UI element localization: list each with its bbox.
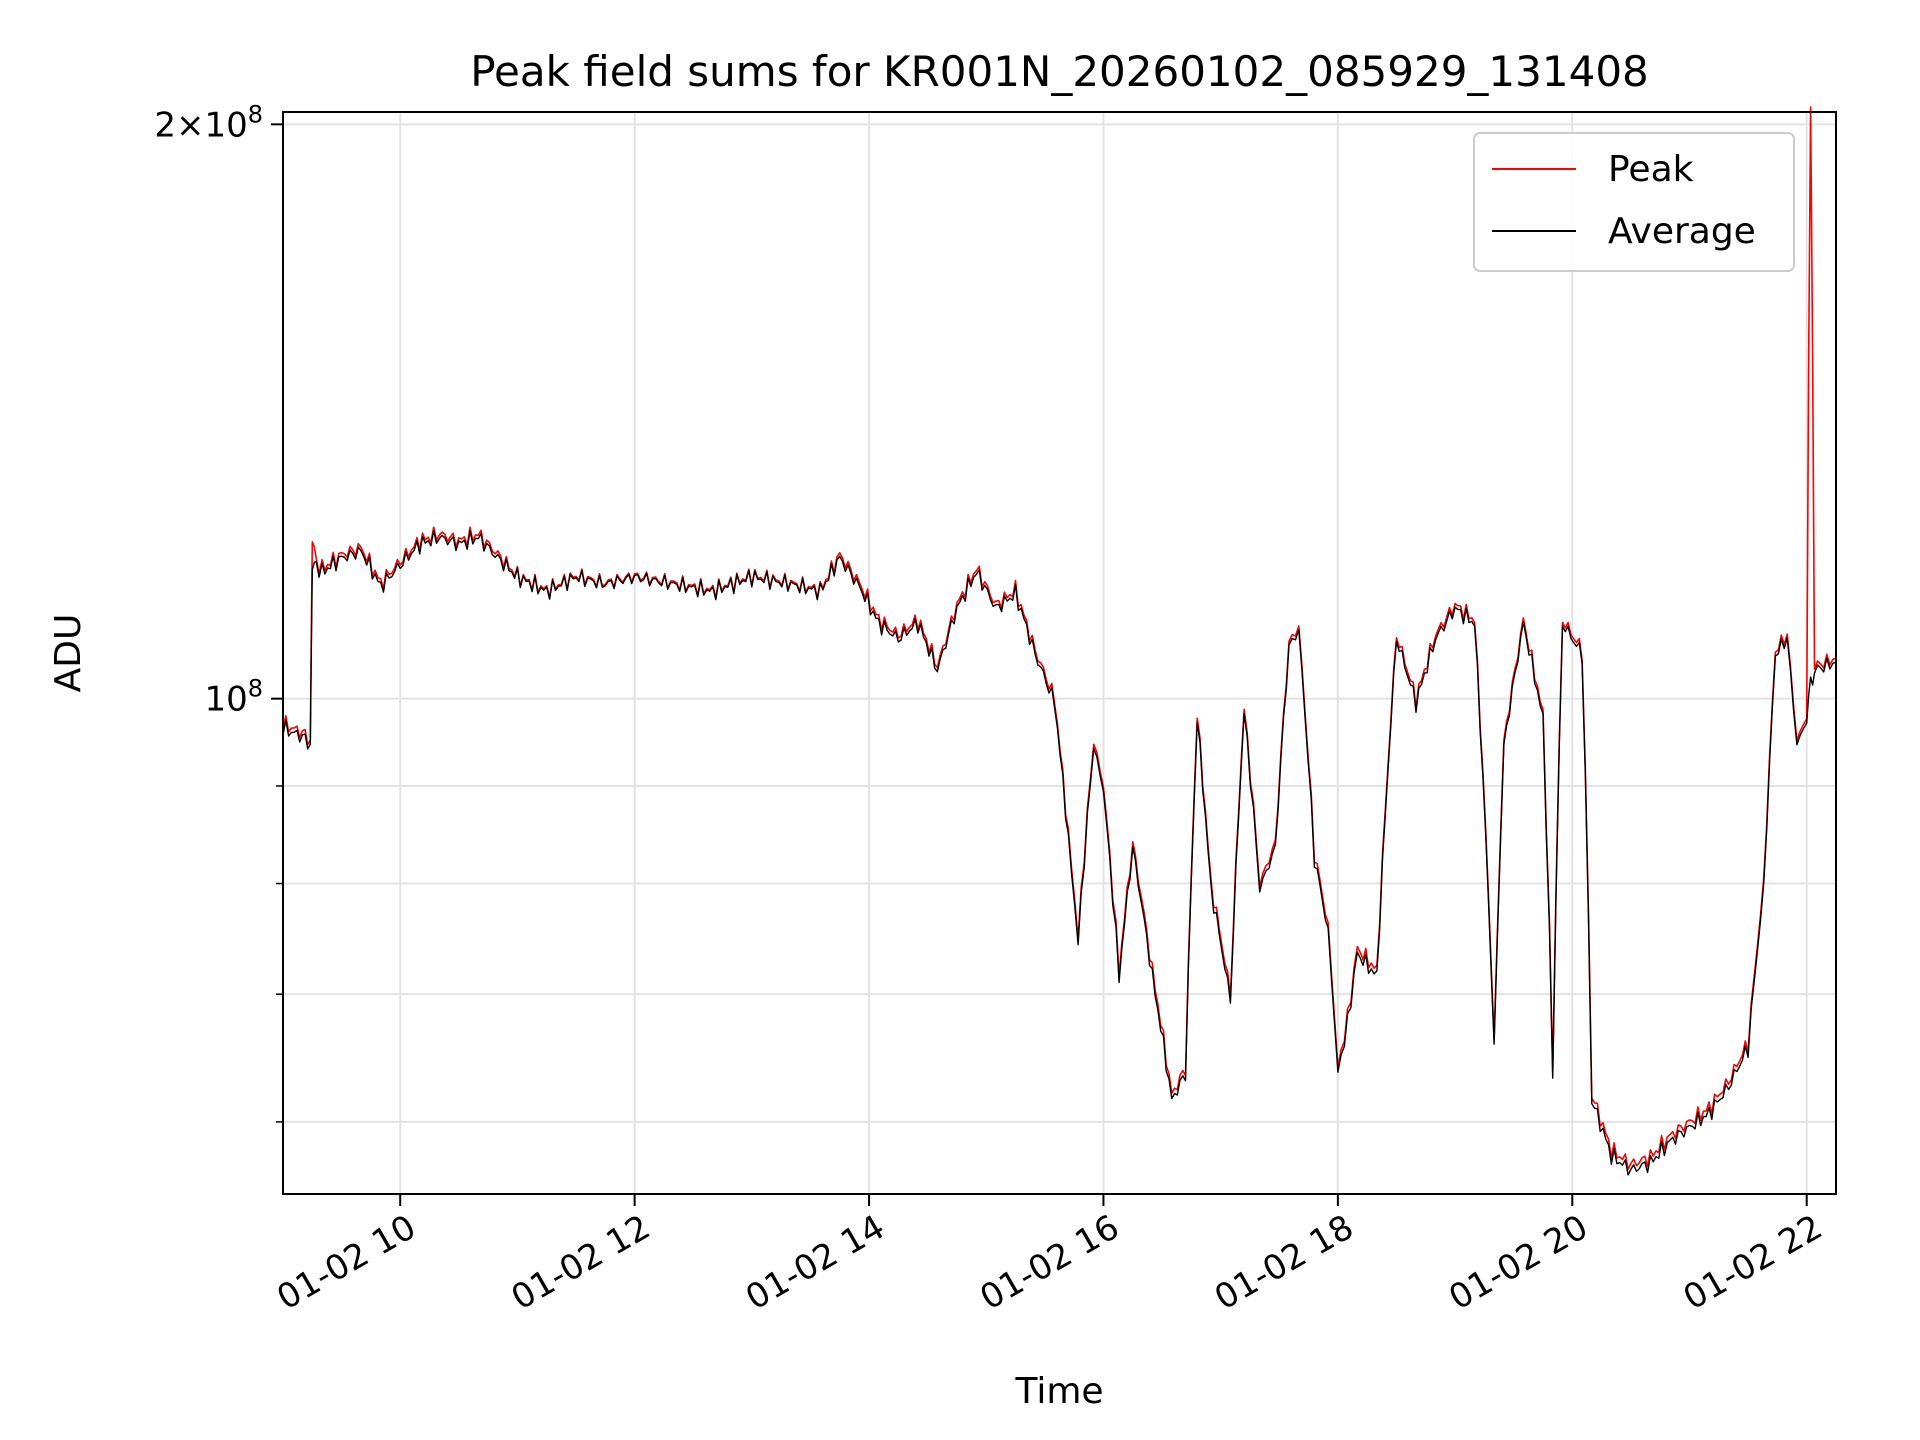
series-group	[282, 106, 1837, 1176]
chart-title: Peak field sums for KR001N_20260102_0859…	[470, 47, 1649, 96]
grid	[283, 112, 1836, 1194]
legend-label-average: Average	[1608, 211, 1756, 252]
series-line-average	[282, 529, 1837, 1176]
legend-label-peak: Peak	[1608, 149, 1694, 190]
x-axis-label: Time	[1014, 1371, 1103, 1412]
y-tick-label: 2×108	[154, 100, 263, 145]
legend: Peak Average	[1473, 132, 1795, 272]
plot-frame	[282, 111, 1837, 1195]
y-tick-label: 108	[204, 675, 263, 720]
legend-frame	[1473, 132, 1795, 272]
y-axis-label: ADU	[48, 614, 89, 693]
